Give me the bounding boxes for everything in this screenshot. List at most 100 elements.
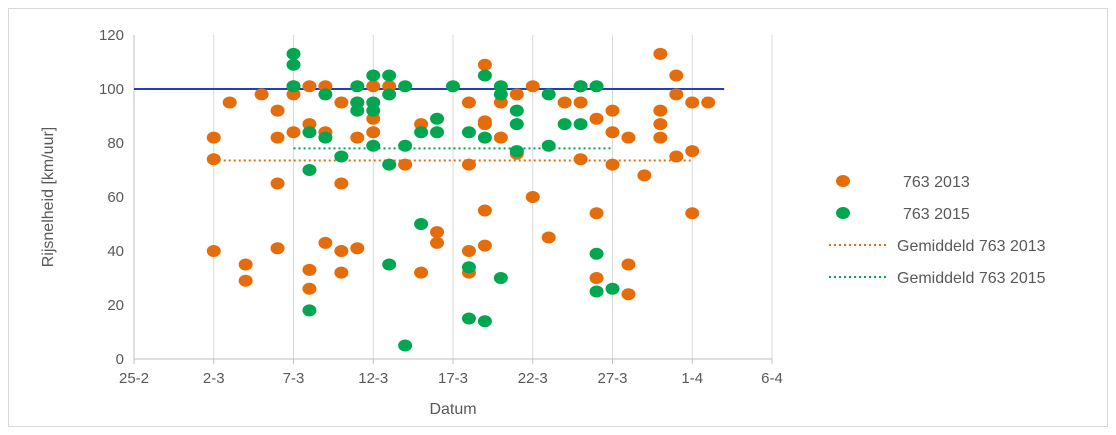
x-tick-label: 1-4 xyxy=(681,370,703,387)
x-tick-label: 27-3 xyxy=(597,370,627,387)
point-763-2015 xyxy=(302,304,317,317)
point-763-2013 xyxy=(350,131,365,144)
point-763-2015 xyxy=(477,131,492,144)
point-763-2013 xyxy=(302,263,317,276)
x-tick-label: 2-3 xyxy=(203,370,225,387)
point-763-2015 xyxy=(286,47,301,60)
point-763-2013 xyxy=(334,266,349,279)
point-763-2013 xyxy=(621,258,636,271)
point-763-2015 xyxy=(589,80,604,93)
point-763-2015 xyxy=(318,88,333,101)
point-763-2013 xyxy=(366,126,381,139)
point-763-2015 xyxy=(477,315,492,328)
point-763-2013 xyxy=(461,158,476,171)
y-tick-label: 20 xyxy=(107,297,124,314)
legend: 763 2013 763 2015 Gemiddeld 763 2013 Gemidd… xyxy=(829,174,1046,287)
point-763-2015 xyxy=(557,118,572,131)
point-763-2013 xyxy=(238,258,253,271)
point-763-2015 xyxy=(318,131,333,144)
point-763-2015 xyxy=(605,282,620,295)
point-763-2013 xyxy=(557,96,572,109)
legend-label: Gemiddeld 763 2015 xyxy=(897,270,1046,287)
point-763-2015 xyxy=(477,69,492,82)
point-763-2013 xyxy=(653,118,668,131)
point-763-2015 xyxy=(541,139,556,152)
point-763-2013 xyxy=(270,131,285,144)
point-763-2015 xyxy=(302,164,317,176)
legend-label: 763 2015 xyxy=(903,206,970,223)
point-763-2015 xyxy=(509,145,524,158)
y-tick-label: 120 xyxy=(99,27,124,44)
point-763-2013 xyxy=(685,96,700,109)
point-763-2015 xyxy=(398,139,413,152)
point-763-2015 xyxy=(573,118,588,131)
point-763-2013 xyxy=(477,239,492,252)
axes xyxy=(133,35,773,364)
point-763-2013 xyxy=(270,177,285,190)
point-763-2013 xyxy=(621,288,636,301)
point-763-2013 xyxy=(302,282,317,295)
point-763-2013 xyxy=(206,131,221,144)
point-763-2015 xyxy=(589,285,604,298)
point-763-2013 xyxy=(286,126,301,139)
point-763-2013 xyxy=(461,96,476,109)
point-763-2015 xyxy=(286,58,301,71)
point-763-2013 xyxy=(637,169,652,182)
point-763-2013 xyxy=(509,88,524,101)
point-763-2013 xyxy=(461,245,476,257)
point-763-2015 xyxy=(493,272,508,284)
point-763-2015 xyxy=(350,80,365,93)
point-763-2015 xyxy=(286,80,301,93)
y-tick-label: 80 xyxy=(107,135,124,152)
point-763-2015 xyxy=(461,312,476,325)
point-763-2013 xyxy=(318,236,333,249)
point-763-2015 xyxy=(573,80,588,93)
point-763-2013 xyxy=(653,47,668,60)
point-763-2013 xyxy=(493,131,508,144)
point-763-2013 xyxy=(685,207,700,220)
point-763-2013 xyxy=(525,191,540,203)
point-763-2013 xyxy=(589,112,604,125)
point-763-2013 xyxy=(477,58,492,71)
point-763-2013 xyxy=(621,131,636,144)
point-763-2013 xyxy=(238,274,253,287)
y-axis-title: Rijsnelheid [km/uur] xyxy=(40,127,57,268)
point-763-2015 xyxy=(541,88,556,101)
point-763-2013 xyxy=(270,104,285,117)
y-tick-label: 60 xyxy=(107,189,124,206)
reference-lines xyxy=(134,88,725,162)
point-763-2013 xyxy=(669,150,684,163)
scatter-chart: 25-2 2-3 7-3 12-3 17-3 22-3 27-3 1-4 6-4 0 20 40 60 8… xyxy=(40,27,1046,418)
point-763-2015 xyxy=(414,218,429,230)
legend-label: Gemiddeld 763 2013 xyxy=(897,238,1046,255)
point-763-2013 xyxy=(477,204,492,217)
point-763-2013 xyxy=(573,96,588,109)
point-763-2015 xyxy=(430,112,445,125)
legend-marker xyxy=(836,175,850,187)
point-763-2013 xyxy=(653,131,668,144)
point-763-2013 xyxy=(430,226,445,239)
point-763-2013 xyxy=(430,236,445,249)
point-763-2013 xyxy=(398,158,413,171)
point-763-2015 xyxy=(366,139,381,152)
point-763-2015 xyxy=(382,258,397,271)
point-763-2015 xyxy=(493,80,508,93)
point-763-2013 xyxy=(605,158,620,171)
point-763-2013 xyxy=(669,88,684,101)
point-763-2013 xyxy=(669,69,684,82)
point-763-2013 xyxy=(206,245,221,257)
x-axis-title: Datum xyxy=(429,401,476,418)
point-763-2013 xyxy=(350,242,365,255)
point-763-2015 xyxy=(589,247,604,260)
point-763-2013 xyxy=(366,80,381,93)
x-tick-label: 7-3 xyxy=(283,370,305,387)
y-tick-label: 100 xyxy=(99,81,124,98)
point-763-2013 xyxy=(541,231,556,244)
tick-labels: 25-2 2-3 7-3 12-3 17-3 22-3 27-3 1-4 6-4 0 20 40 60 8… xyxy=(99,27,783,387)
point-763-2013 xyxy=(477,118,492,131)
point-763-2013 xyxy=(270,242,285,255)
point-763-2015 xyxy=(302,126,317,139)
point-763-2015 xyxy=(446,80,460,93)
point-763-2015 xyxy=(398,80,413,93)
point-763-2015 xyxy=(382,88,397,101)
